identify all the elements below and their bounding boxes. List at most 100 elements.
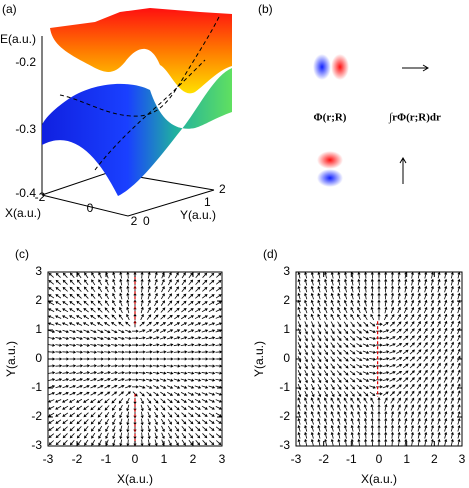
vector-arrow <box>69 371 77 375</box>
panel-d: (d) -3 -2 -1 0 1 2 3 -3 -2 -1 0 1 2 3 X(a.u.) Y(a.u.) <box>252 247 465 486</box>
vector-arrow <box>69 336 77 340</box>
vector-arrow <box>350 391 355 397</box>
vector-arrow <box>330 271 334 279</box>
vector-arrow <box>166 364 174 368</box>
vector-arrow <box>424 271 428 279</box>
x-tick-label: -1 <box>101 452 112 466</box>
vector-arrow <box>97 378 104 382</box>
vector-arrow <box>364 271 368 279</box>
vector-arrow <box>181 405 187 411</box>
tick-label: 0 <box>143 214 150 228</box>
vector-arrow <box>370 417 374 425</box>
vector-arrow <box>69 315 76 320</box>
vector-arrow <box>62 357 70 361</box>
vector-arrow <box>76 315 83 320</box>
caption: Φ(r;R) <box>314 112 347 124</box>
vector-arrow <box>145 371 153 375</box>
vector-arrow <box>350 384 356 390</box>
vector-arrow <box>317 328 322 335</box>
vector-arrow <box>317 342 322 349</box>
vector-arrow <box>187 392 195 396</box>
vector-arrow <box>317 397 321 404</box>
vector-arrow <box>323 404 328 411</box>
vector-arrow <box>159 385 167 389</box>
vector-arrow <box>330 285 334 293</box>
vector-arrow <box>48 433 55 438</box>
vector-arrow <box>104 343 111 347</box>
vector-arrow <box>69 350 77 354</box>
vector-arrow <box>396 370 403 375</box>
vector-arrow <box>297 285 301 293</box>
vector-arrow <box>112 292 116 300</box>
vector-arrow <box>297 424 301 432</box>
vector-arrow <box>209 433 215 439</box>
vector-arrow <box>138 357 146 361</box>
vector-arrow <box>111 371 118 375</box>
vector-arrow <box>450 411 454 418</box>
vector-arrow <box>324 431 328 439</box>
vector-arrow <box>153 391 159 397</box>
vector-arrow <box>77 272 82 279</box>
vector-arrow <box>330 397 335 404</box>
vector-arrow <box>443 320 448 328</box>
vector-arrow <box>430 424 434 432</box>
vector-arrow <box>112 439 116 447</box>
vector-arrow <box>48 301 55 306</box>
vector-arrow <box>404 418 408 425</box>
vector-arrow <box>215 280 222 285</box>
vector-arrow <box>48 419 55 424</box>
vector-arrow <box>69 279 75 285</box>
vector-arrow <box>97 336 104 340</box>
vector-arrow <box>118 391 125 397</box>
vector-arrow <box>310 431 314 439</box>
vector-arrow <box>357 292 361 300</box>
vector-arrow <box>181 293 187 299</box>
vector-arrow <box>410 321 415 327</box>
vector-arrow <box>160 322 166 327</box>
vector-arrow <box>201 350 209 354</box>
vector-arrow <box>409 356 415 362</box>
vector-arrow <box>188 433 194 439</box>
vector-arrow <box>90 412 96 418</box>
vector-arrow <box>389 336 396 340</box>
vector-arrow <box>310 370 315 377</box>
vector-arrow <box>112 411 116 418</box>
vector-arrow <box>424 299 428 307</box>
y-tick-label: 0 <box>35 351 42 365</box>
vector-arrow <box>370 397 375 404</box>
vector-arrow <box>344 424 347 432</box>
vector-arrow <box>194 357 202 361</box>
vector-arrow <box>310 285 314 293</box>
vector-arrow <box>187 385 195 389</box>
vector-arrow <box>310 438 314 446</box>
vector-arrow <box>84 272 89 279</box>
vector-arrow <box>132 343 139 347</box>
vector-arrow <box>125 321 131 327</box>
vector-arrow <box>330 356 335 362</box>
vector-arrow <box>343 356 349 362</box>
vector-arrow <box>168 432 172 439</box>
vector-arrow <box>404 278 408 286</box>
vector-arrow <box>62 279 68 285</box>
vector-arrow <box>403 404 408 411</box>
vector-arrow <box>174 286 179 293</box>
vector-arrow <box>297 328 302 335</box>
vector-arrow <box>297 342 302 349</box>
vector-arrow <box>201 294 208 299</box>
vector-arrow <box>147 411 151 419</box>
vector-arrow <box>154 271 158 279</box>
vector-arrow <box>457 327 461 335</box>
vector-arrow <box>111 321 117 327</box>
vector-arrow <box>97 391 104 396</box>
vector-arrow <box>194 322 202 326</box>
vector-arrow <box>356 364 363 368</box>
vector-arrow <box>350 278 354 286</box>
vector-arrow <box>69 433 75 439</box>
vector-arrow <box>450 285 454 293</box>
vector-arrow <box>343 370 349 376</box>
vector-arrow <box>194 343 202 347</box>
vector-arrow <box>159 378 167 382</box>
vector-arrow <box>356 357 363 361</box>
vector-arrow <box>424 278 428 286</box>
vector-arrow <box>323 342 328 349</box>
